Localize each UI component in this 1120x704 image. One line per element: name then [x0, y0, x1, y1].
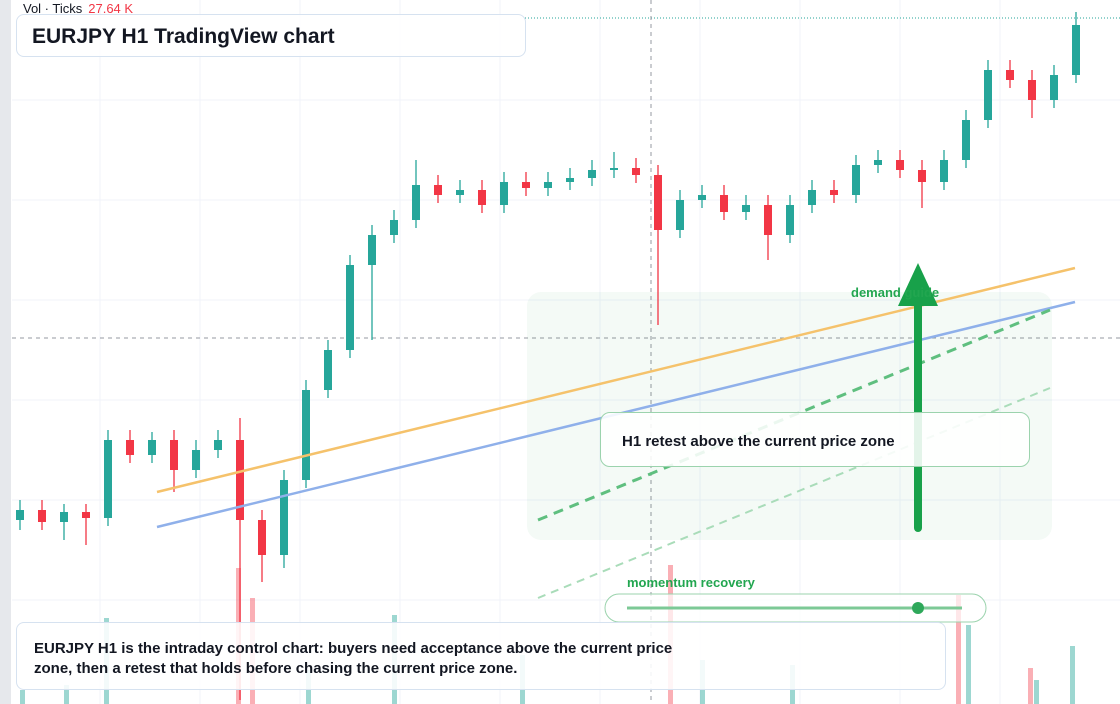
- momentum-dot: [912, 602, 924, 614]
- demand-label: demand guide: [851, 285, 940, 300]
- momentum-label: momentum recovery: [627, 575, 755, 590]
- volume-value: 27.64 K: [88, 1, 134, 16]
- retest-callout: H1 retest above the current price zone: [600, 412, 1030, 467]
- note-text: EURJPY H1 is the intraday control chart:…: [34, 640, 673, 677]
- volume-bars: [20, 615, 1075, 704]
- chart-title: EURJPY H1 TradingView chart: [16, 14, 526, 57]
- volume-legend: Vol · Ticks 27.64 K: [23, 1, 133, 16]
- grid: [12, 0, 1120, 704]
- note-box: EURJPY H1 is the intraday control chart:…: [16, 622, 946, 690]
- arrow-head: [898, 263, 938, 306]
- volume-label: Vol · Ticks: [23, 1, 83, 16]
- left-strip: [0, 0, 11, 704]
